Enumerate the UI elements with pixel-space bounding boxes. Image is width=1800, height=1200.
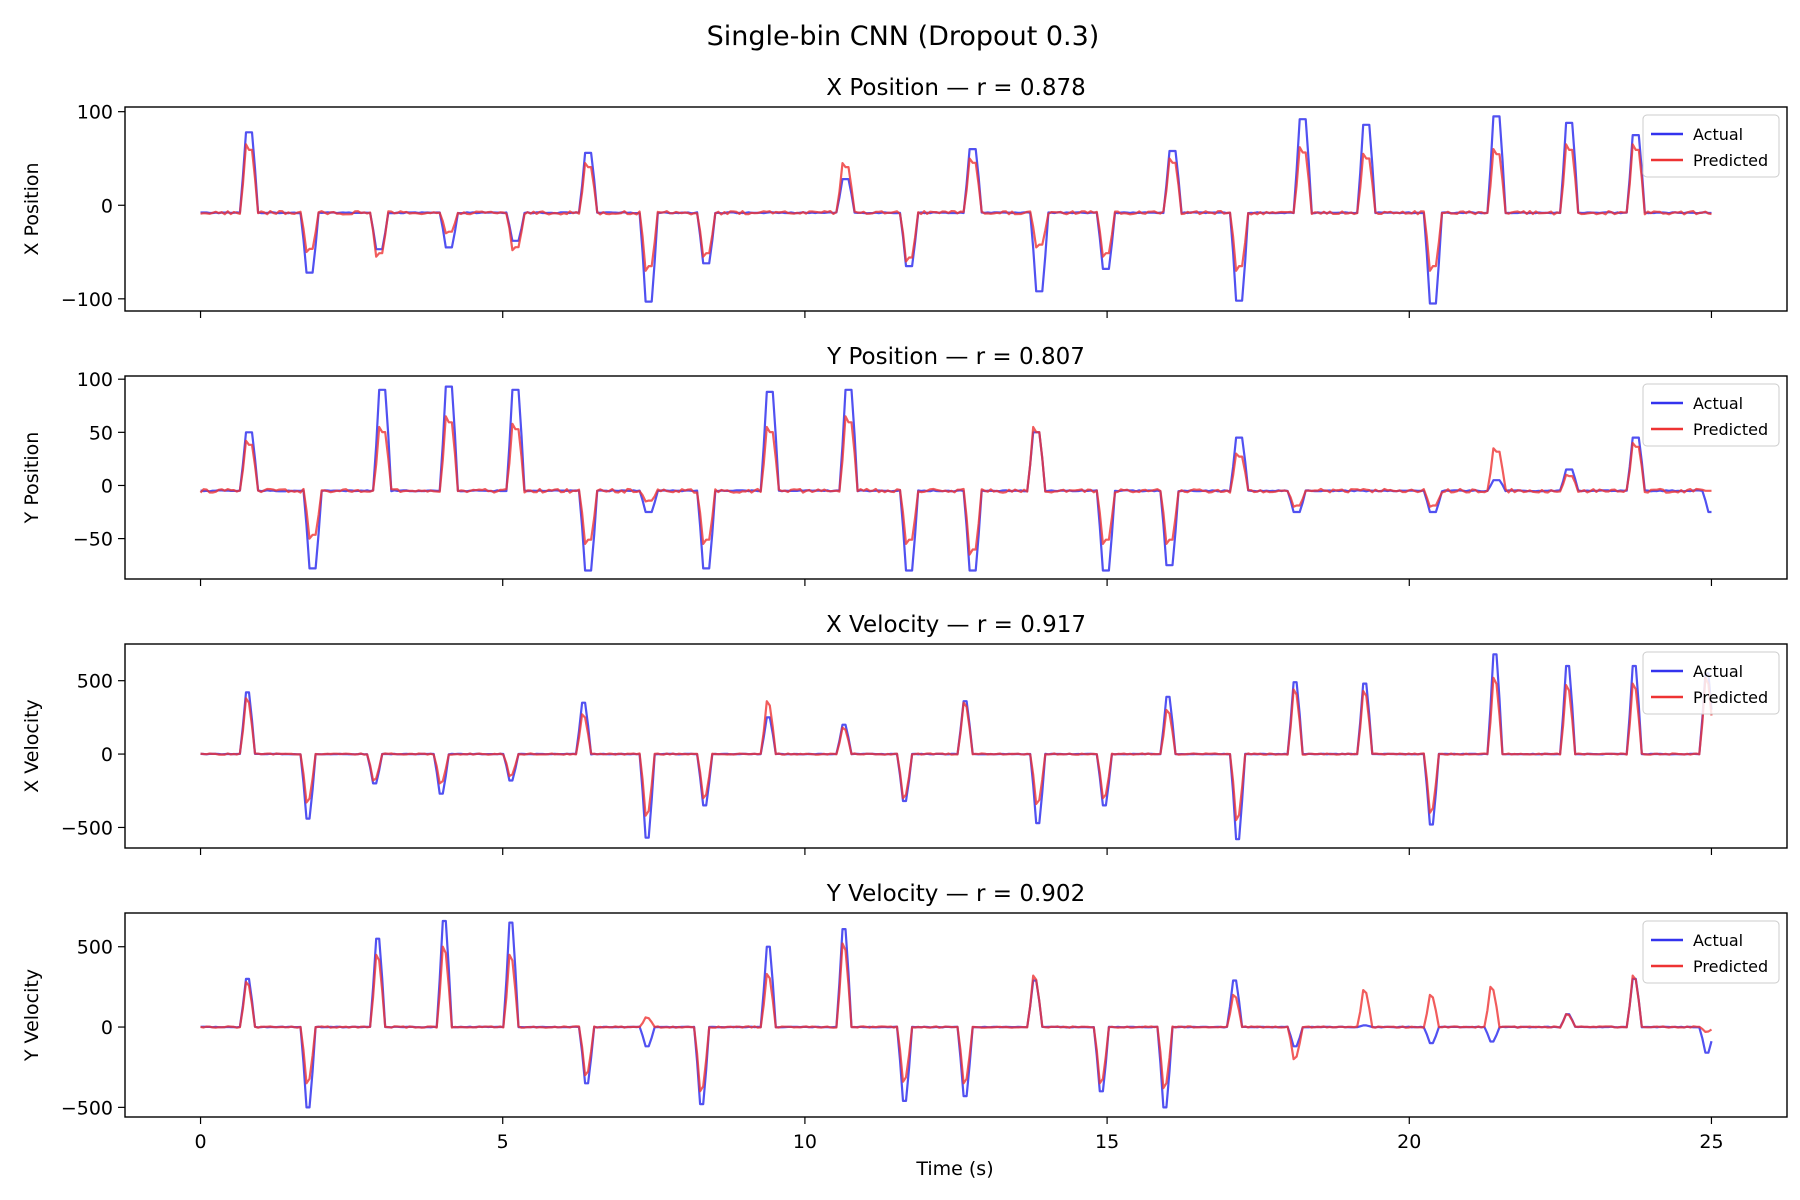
- panel-xpos-ylabel: X Position: [21, 162, 43, 255]
- figure-title: Single-bin CNN (Dropout 0.3): [707, 21, 1100, 52]
- panel-xpos-ytick-label: −100: [61, 289, 113, 311]
- panel-ypos-ytick-label: 100: [77, 369, 113, 391]
- panel-xpos-title: X Position — r = 0.878: [826, 75, 1085, 101]
- panel-ypos-title: Y Position — r = 0.807: [826, 344, 1085, 370]
- x-axis-label: Time (s): [915, 1158, 993, 1180]
- legend-label-actual: Actual: [1693, 931, 1743, 950]
- legend-label-actual: Actual: [1693, 125, 1743, 144]
- panel-yvel-xtick-label: 20: [1397, 1131, 1421, 1153]
- panel-xvel-legend: Actual Predicted: [1642, 651, 1780, 715]
- legend-box: [1642, 651, 1780, 715]
- panel-yvel-ytick-label: 500: [77, 937, 113, 959]
- legend-label-predicted: Predicted: [1693, 688, 1768, 707]
- panel-xvel-ytick-label: 0: [101, 744, 113, 766]
- panel-ypos-ytick-label: −50: [73, 529, 113, 551]
- panel-ypos-ylabel: Y Position: [21, 432, 43, 525]
- legend-label-predicted: Predicted: [1693, 420, 1768, 439]
- panel-yvel-title: Y Velocity — r = 0.902: [826, 881, 1085, 907]
- panel-yvel-xtick-label: 5: [497, 1131, 509, 1153]
- legend-box: [1642, 383, 1780, 447]
- legend-label-predicted: Predicted: [1693, 151, 1768, 170]
- panel-xpos-ytick-label: 100: [77, 102, 113, 124]
- panel-ypos: Y Position — r = 0.807 Y Position −50 0 50 10…: [21, 344, 1788, 586]
- panel-xpos: X Position — r = 0.878 X Position −100 0 100…: [21, 75, 1788, 318]
- panel-yvel-ytick-label: 0: [101, 1017, 113, 1039]
- panel-ypos-ytick-label: 50: [89, 422, 113, 444]
- panel-yvel: Y Velocity — r = 0.902 Y Velocity −500 0 500…: [21, 881, 1788, 1153]
- panel-xvel-frame: [124, 643, 1788, 849]
- panel-xvel-ytick-label: 500: [77, 671, 113, 693]
- panel-xvel-series-predicted: [200, 676, 1713, 822]
- panel-yvel-series-predicted: [200, 942, 1713, 1093]
- panel-yvel-legend: Actual Predicted: [1642, 920, 1780, 984]
- panel-xvel-title: X Velocity — r = 0.917: [826, 612, 1086, 638]
- panel-xpos-legend: Actual Predicted: [1642, 114, 1780, 178]
- panel-yvel-ylabel: Y Velocity: [21, 969, 43, 1062]
- legend-box: [1642, 114, 1780, 178]
- panel-ypos-legend: Actual Predicted: [1642, 383, 1780, 447]
- panel-xvel-plot-area: [200, 653, 1713, 841]
- panel-xpos-series-predicted: [200, 143, 1712, 272]
- panel-xvel: X Velocity — r = 0.917 X Velocity −500 0 500…: [21, 612, 1788, 855]
- panel-xvel-ytick-label: −500: [61, 817, 113, 839]
- panel-xpos-plot-area: [200, 115, 1712, 305]
- panel-ypos-series-predicted: [199, 415, 1712, 556]
- panel-xvel-ylabel: X Velocity: [21, 699, 43, 793]
- panel-yvel-frame: [124, 912, 1788, 1118]
- panel-yvel-plot-area: [200, 919, 1713, 1109]
- panel-yvel-xtick-label: 10: [793, 1131, 817, 1153]
- panel-xpos-frame: [124, 106, 1788, 312]
- panel-yvel-xtick-label: 25: [1699, 1131, 1723, 1153]
- panel-yvel-ytick-label: −500: [61, 1097, 113, 1119]
- legend-label-actual: Actual: [1693, 662, 1743, 681]
- legend-label-predicted: Predicted: [1693, 957, 1768, 976]
- legend-box: [1642, 920, 1780, 984]
- panel-ypos-ytick-label: 0: [101, 475, 113, 497]
- panel-yvel-xtick-label: 0: [194, 1131, 206, 1153]
- panel-yvel-xtick-label: 15: [1095, 1131, 1119, 1153]
- panel-ypos-plot-area: [199, 385, 1712, 572]
- legend-label-actual: Actual: [1693, 394, 1743, 413]
- panel-ypos-frame: [124, 375, 1788, 580]
- panel-xpos-ytick-label: 0: [101, 195, 113, 217]
